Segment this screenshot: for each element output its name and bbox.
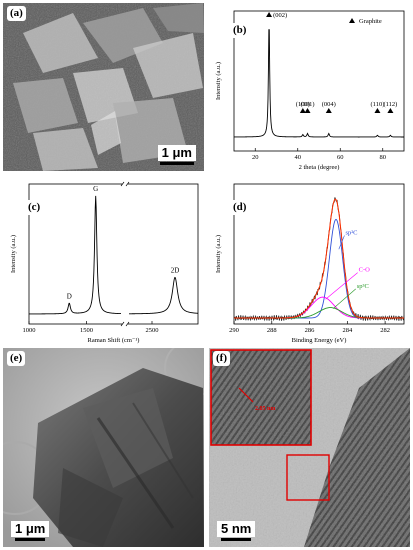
peak-label-2: 2D bbox=[171, 266, 180, 274]
scale-bar-f: 5 nm bbox=[217, 521, 256, 541]
tem-micrograph bbox=[3, 348, 204, 547]
xps-chart-svg: 290 288 286 284 282 Binding Energy (eV) Intens… bbox=[215, 183, 405, 344]
xps-label-1: C-O bbox=[359, 267, 371, 274]
scale-bar-e: 1 μm bbox=[11, 521, 50, 541]
panel-a-label: (a) bbox=[7, 6, 26, 21]
scale-bar-f-text: 5 nm bbox=[217, 521, 256, 537]
xps-label-leader-1 bbox=[325, 272, 358, 300]
xps-raw-line bbox=[233, 197, 405, 322]
y-axis-label: Intensity (a.u.) bbox=[215, 62, 222, 100]
x-axis-label: 2 theta (degree) bbox=[299, 164, 340, 171]
axis-break-mark bbox=[125, 321, 130, 327]
peak-marker-2 bbox=[304, 108, 311, 113]
xps-label-leader-0 bbox=[338, 235, 345, 250]
panel-f-label: (f) bbox=[213, 351, 230, 366]
panel-c-raman-chart: 1000 1500 2500 Raman Shift (cm⁻¹) Intensity … bbox=[3, 176, 204, 346]
panel-d-xps-chart: 290 288 286 284 282 Binding Energy (eV) Intens… bbox=[208, 176, 410, 346]
x-tick-label: 288 bbox=[267, 327, 277, 334]
peak-label-4: (110) bbox=[371, 101, 385, 108]
peak-label-1: G bbox=[93, 185, 98, 193]
panel-b-xrd-chart: 20 40 60 80 2 theta (degree) Intensity (a.u.)… bbox=[208, 3, 410, 173]
x-axis-label: Binding Energy (eV) bbox=[292, 337, 347, 344]
scale-bar-a-line bbox=[159, 162, 194, 165]
zoom-region-box bbox=[286, 454, 330, 501]
x-tick-label: 40 bbox=[295, 154, 302, 161]
panel-e-label: (e) bbox=[7, 351, 26, 366]
peak-label-1: (100) bbox=[296, 101, 310, 108]
panel-d-label: (d) bbox=[230, 200, 250, 215]
x-tick-label: 1000 bbox=[23, 327, 36, 334]
xps-component-0 bbox=[234, 218, 404, 319]
x-tick-label: 282 bbox=[380, 327, 390, 334]
inset-measure-line bbox=[238, 387, 254, 403]
raman-series-line-2 bbox=[128, 276, 199, 315]
axis-break-mark bbox=[120, 181, 125, 187]
inset-measure-text: 2.05 nm bbox=[255, 406, 275, 412]
x-tick-label: 60 bbox=[337, 154, 344, 161]
x-axis-label: Raman Shift (cm⁻¹) bbox=[88, 337, 140, 344]
inset-frame bbox=[210, 349, 312, 446]
panel-c-label: (c) bbox=[25, 200, 44, 215]
panel-e-tem-image: (e) 1 μm bbox=[3, 348, 204, 547]
x-tick-label: 284 bbox=[342, 327, 353, 334]
x-tick-label: 1500 bbox=[80, 327, 93, 334]
sem-micrograph bbox=[3, 3, 204, 171]
x-tick-label: 2500 bbox=[146, 327, 159, 334]
scale-bar-a-text: 1 μm bbox=[157, 145, 196, 161]
hrtem-micrograph: 2.05 nm bbox=[209, 348, 410, 547]
peak-marker-4 bbox=[374, 108, 381, 113]
scale-bar-e-text: 1 μm bbox=[11, 521, 50, 537]
peak-label-0: (002) bbox=[273, 12, 287, 19]
x-tick-label: 20 bbox=[252, 154, 259, 161]
peak-marker-5 bbox=[387, 108, 394, 113]
panel-a-sem-image: (a) 1 μm bbox=[3, 3, 204, 171]
peak-marker-3 bbox=[325, 108, 332, 113]
peak-marker-1 bbox=[299, 108, 306, 113]
axis-break-mark bbox=[125, 181, 130, 187]
peak-label-2: (101) bbox=[300, 101, 314, 108]
x-tick-label: 290 bbox=[229, 327, 239, 334]
peak-label-5: (112) bbox=[383, 101, 397, 108]
xrd-chart-svg: 20 40 60 80 2 theta (degree) Intensity (a.u.)… bbox=[215, 10, 405, 171]
x-tick-label: 286 bbox=[305, 327, 316, 334]
plot-frame bbox=[233, 183, 405, 325]
plot-frame bbox=[233, 10, 405, 152]
peak-marker-0 bbox=[266, 12, 273, 17]
legend-label: Graphite bbox=[359, 18, 382, 25]
xps-label-0: sp²C bbox=[345, 229, 357, 236]
legend-marker bbox=[349, 18, 355, 23]
scale-bar-f-line bbox=[221, 538, 252, 541]
axis-break-mark bbox=[120, 321, 125, 327]
xps-envelope-line bbox=[234, 198, 404, 319]
y-axis-label: Intensity (a.u.) bbox=[10, 235, 17, 273]
raman-series-line-1 bbox=[29, 195, 122, 315]
xrd-series-line bbox=[234, 29, 404, 138]
axis-break-bottom-gap bbox=[122, 323, 128, 325]
y-axis-label: Intensity (a.u.) bbox=[215, 235, 222, 273]
scale-bar-a: 1 μm bbox=[157, 145, 196, 165]
scale-bar-e-line bbox=[15, 538, 46, 541]
xps-label-2: sp³C bbox=[357, 283, 369, 290]
peak-label-3: (004) bbox=[322, 101, 336, 108]
panel-b-label: (b) bbox=[230, 23, 250, 38]
xps-label-leader-2 bbox=[332, 288, 356, 309]
raman-chart-svg: 1000 1500 2500 Raman Shift (cm⁻¹) Intensity … bbox=[10, 181, 199, 344]
peak-label-0: D bbox=[67, 292, 72, 300]
panel-f-hrtem-image: 2.05 nm (f) 5 nm bbox=[209, 348, 410, 547]
x-tick-label: 80 bbox=[380, 154, 387, 161]
graphite-flakes bbox=[13, 3, 204, 171]
plot-frame bbox=[28, 183, 199, 325]
axis-break-top-gap bbox=[122, 183, 128, 185]
